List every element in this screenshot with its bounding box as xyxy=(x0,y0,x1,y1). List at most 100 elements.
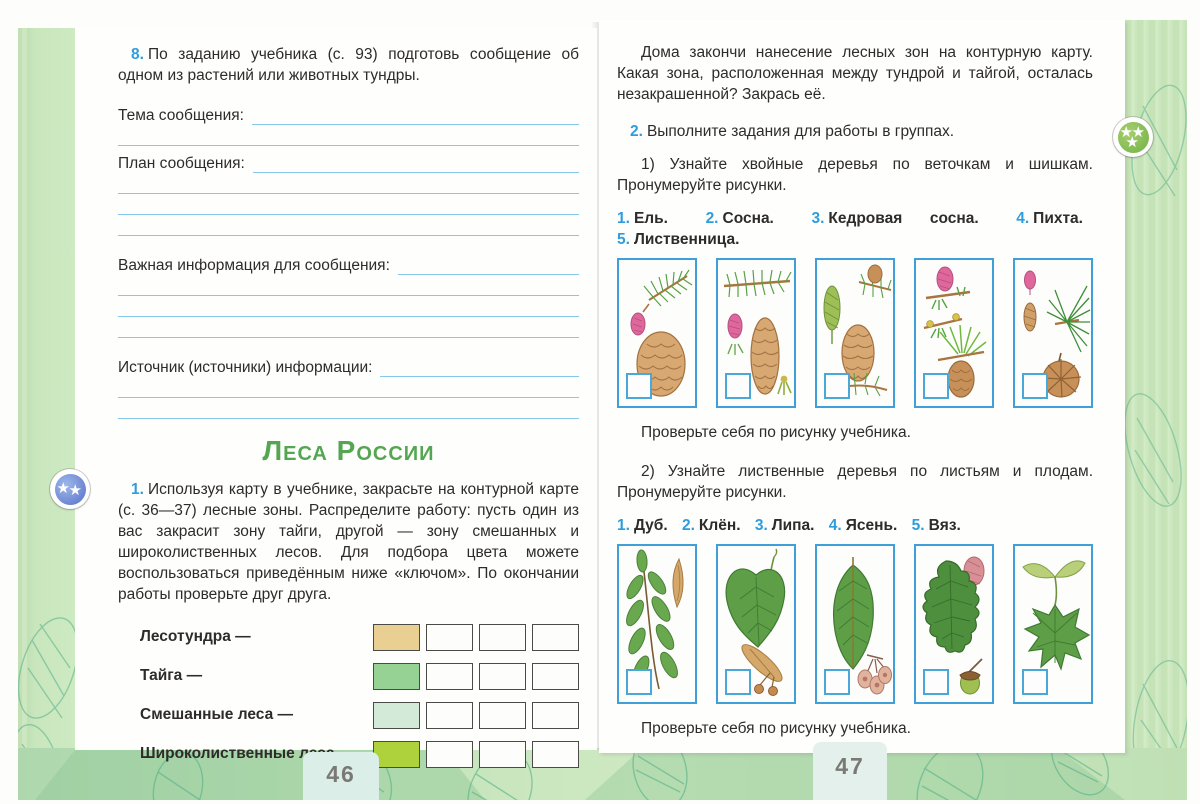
tree-number: 2. xyxy=(705,210,719,227)
tree-name-item: 5. Вяз. xyxy=(912,517,971,534)
tree-name: Дуб. xyxy=(633,517,668,534)
tree-name: Вяз. xyxy=(928,517,961,534)
task-2-text: Выполните задания для работы в группах. xyxy=(646,123,955,140)
tree-name-item: 4. Ясень. xyxy=(829,517,908,534)
tree-name-item: 2. Сосна. xyxy=(706,210,784,227)
tree-name-item: 4. Пихта. xyxy=(1016,210,1093,227)
task-1-number: 1. xyxy=(131,481,144,498)
picture-card xyxy=(716,258,796,408)
task-2-paragraph: 2. Выполните задания для работы в группах… xyxy=(617,121,1093,142)
empty-color-box[interactable] xyxy=(532,740,579,768)
empty-color-box[interactable] xyxy=(479,623,526,651)
writing-line[interactable] xyxy=(252,154,579,173)
writing-line[interactable] xyxy=(118,296,579,317)
task-8-number: 8. xyxy=(131,46,144,63)
writing-line[interactable] xyxy=(251,106,579,125)
picture-card xyxy=(1013,544,1093,704)
answer-checkbox[interactable] xyxy=(1022,373,1048,399)
empty-color-box[interactable] xyxy=(532,623,579,651)
picture-card xyxy=(1013,258,1093,408)
writing-line[interactable] xyxy=(118,377,579,398)
subtask-2-paragraph: 2) Узнайте лиственные деревья по листьям… xyxy=(617,463,1093,501)
star-icon: ★ xyxy=(1131,123,1145,141)
tree-number: 4. xyxy=(828,517,842,534)
answer-checkbox[interactable] xyxy=(626,373,652,399)
writing-line[interactable] xyxy=(118,194,579,215)
tree-number: 2. xyxy=(681,517,695,534)
tree-number: 3. xyxy=(754,517,768,534)
empty-color-box[interactable] xyxy=(532,701,579,729)
answer-checkbox[interactable] xyxy=(824,669,850,695)
writing-line[interactable] xyxy=(118,215,579,236)
answer-checkbox[interactable] xyxy=(1022,669,1048,695)
legend-label: Широколиственные леса — xyxy=(140,745,355,762)
empty-color-box[interactable] xyxy=(479,662,526,690)
tree-name-item: 3. Кедровая сосна. xyxy=(811,210,988,227)
subtask-1-paragraph: 1) Узнайте хвойные деревья по веточкам и… xyxy=(617,156,1093,194)
task-1-paragraph: 1. Используя карту в учебнике, закрасьте … xyxy=(118,479,579,605)
section-title: Леса России xyxy=(262,435,435,466)
empty-color-box[interactable] xyxy=(426,662,473,690)
tree-name-item: 2. Клён. xyxy=(682,517,751,534)
picture-card xyxy=(815,258,895,408)
answer-checkbox[interactable] xyxy=(725,373,751,399)
tree-name: Пихта. xyxy=(1033,210,1083,227)
writing-line[interactable] xyxy=(118,317,579,338)
empty-color-box[interactable] xyxy=(426,740,473,768)
answer-checkbox[interactable] xyxy=(824,373,850,399)
color-swatch xyxy=(373,740,420,768)
answer-checkbox[interactable] xyxy=(923,669,949,695)
pair-work-badge: ★ ★ xyxy=(50,469,90,509)
tree-name-item: 1. Дуб. xyxy=(617,517,678,534)
plan-field: План сообщения: xyxy=(118,151,579,173)
legend-row: Лесотундра — xyxy=(118,623,579,651)
legend-label: Смешанные леса — xyxy=(140,706,294,723)
tree-name: Ясень. xyxy=(845,517,898,534)
task-1-text: Используя карту в учебнике, закрасьте на… xyxy=(118,481,579,603)
tree-number: 3. xyxy=(811,210,825,227)
task-8-paragraph: 8. По заданию учебника (с. 93) подготовь … xyxy=(118,44,579,86)
fir-twigs-and-cone-illustration xyxy=(923,266,987,398)
writing-line[interactable] xyxy=(118,275,579,296)
color-swatch xyxy=(373,623,420,651)
tree-name: Лиственница. xyxy=(633,231,740,248)
elm-leaf-and-fruits-illustration xyxy=(832,557,892,695)
writing-line[interactable] xyxy=(380,358,579,377)
tree-name: Ель. xyxy=(633,210,668,227)
check-yourself-text: Проверьте себя по рисунку учебника. xyxy=(641,424,911,441)
answer-checkbox[interactable] xyxy=(626,669,652,695)
conifer-names-row: 1. Ель. 2. Сосна. 3. Кедровая сосна. 4. Пихт… xyxy=(617,208,1093,250)
leaf-pattern-left xyxy=(11,617,79,804)
writing-line[interactable] xyxy=(118,125,579,146)
legend-row: Тайга — xyxy=(118,662,579,690)
empty-color-box[interactable] xyxy=(426,623,473,651)
page-right: Дома закончи нанесение лесных зон на кон… xyxy=(599,20,1125,753)
larch-needles-and-round-cone-illustration xyxy=(1023,270,1091,398)
task-8-text: По заданию учебника (с. 93) подготовь со… xyxy=(118,46,579,84)
writing-line[interactable] xyxy=(118,398,579,419)
pine-branch-and-long-cone-illustration xyxy=(723,269,792,395)
writing-line[interactable] xyxy=(397,256,579,275)
empty-color-box[interactable] xyxy=(426,701,473,729)
answer-checkbox[interactable] xyxy=(923,373,949,399)
legend-row: Широколиственные леса — xyxy=(118,740,579,768)
page-number-tab-left: 46 xyxy=(303,752,379,800)
picture-card xyxy=(815,544,895,704)
oak-leaf-and-acorn-illustration xyxy=(922,556,985,695)
linden-leaf-and-bract-illustration xyxy=(725,548,786,696)
empty-color-box[interactable] xyxy=(479,701,526,729)
topic-field-label: Тема сообщения: xyxy=(118,107,244,124)
picture-card xyxy=(617,544,697,704)
picture-card xyxy=(617,258,697,408)
color-swatch xyxy=(373,701,420,729)
empty-color-box[interactable] xyxy=(479,740,526,768)
tree-name: Липа. xyxy=(771,517,815,534)
task-2-number: 2. xyxy=(630,123,643,140)
answer-checkbox[interactable] xyxy=(725,669,751,695)
empty-color-box[interactable] xyxy=(532,662,579,690)
tree-name: Сосна. xyxy=(722,210,774,227)
info-field-label: Важная информация для сообщения: xyxy=(118,257,390,274)
conifer-picture-row xyxy=(617,258,1093,408)
writing-line[interactable] xyxy=(118,173,579,194)
